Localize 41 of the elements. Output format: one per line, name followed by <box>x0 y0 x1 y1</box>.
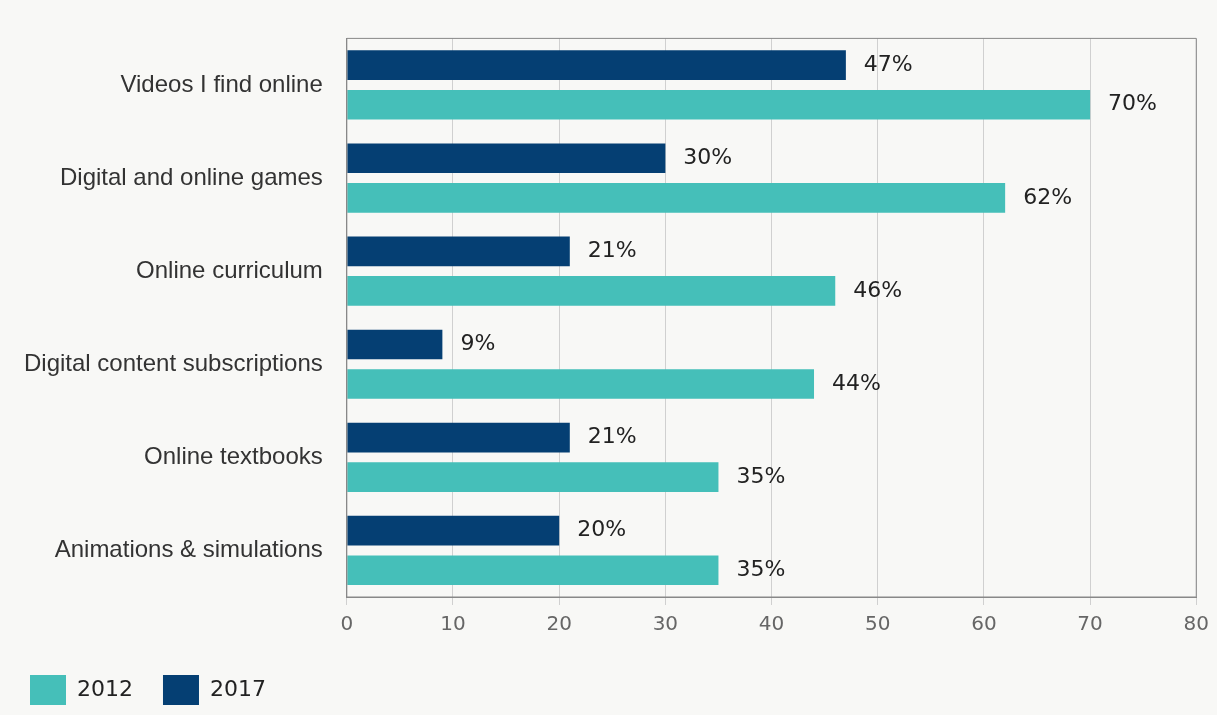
bar <box>347 369 815 399</box>
x-tick-label: 20 <box>546 611 572 636</box>
data-label: 35% <box>736 555 786 581</box>
x-tick-label: 50 <box>865 611 891 636</box>
data-label: 62% <box>1023 183 1073 209</box>
y-tick-label: Online textbooks <box>144 441 323 469</box>
y-tick-label: Animations & simulations <box>54 535 323 563</box>
data-label: 35% <box>736 462 786 488</box>
bar <box>347 329 443 360</box>
y-tick-label: Digital content subscriptions <box>23 348 323 376</box>
data-label: 21% <box>587 423 637 449</box>
bar <box>347 276 836 306</box>
bar <box>347 462 719 492</box>
x-tick-label: 30 <box>652 611 679 636</box>
y-tick-label: Digital and online games <box>59 162 323 190</box>
data-label: 47% <box>863 50 913 76</box>
bar <box>347 50 846 80</box>
y-tick-label: Online curriculum <box>136 255 323 283</box>
x-tick-label: 80 <box>1183 611 1209 636</box>
bar <box>347 422 570 453</box>
data-label: 9% <box>460 330 496 356</box>
x-tick-label: 10 <box>440 611 466 636</box>
data-label: 70% <box>1108 90 1157 116</box>
y-tick-label: Videos I find online <box>120 69 323 97</box>
bar <box>347 555 719 586</box>
bar <box>347 143 666 174</box>
data-label: 21% <box>587 237 637 263</box>
x-tick-label: 0 <box>340 611 354 636</box>
x-tick-label: 40 <box>758 611 785 636</box>
bar <box>347 515 560 546</box>
x-tick-label: 60 <box>971 611 997 636</box>
x-tick-label: 70 <box>1077 611 1103 636</box>
bar <box>347 89 1091 120</box>
bar <box>347 183 1006 213</box>
legend-label: 2017 <box>209 675 266 701</box>
data-label: 46% <box>853 276 903 302</box>
bar <box>347 236 570 267</box>
legend-label: 2012 <box>77 675 133 701</box>
data-label: 30% <box>683 143 733 169</box>
data-label: 44% <box>832 369 881 395</box>
data-label: 20% <box>577 516 627 542</box>
